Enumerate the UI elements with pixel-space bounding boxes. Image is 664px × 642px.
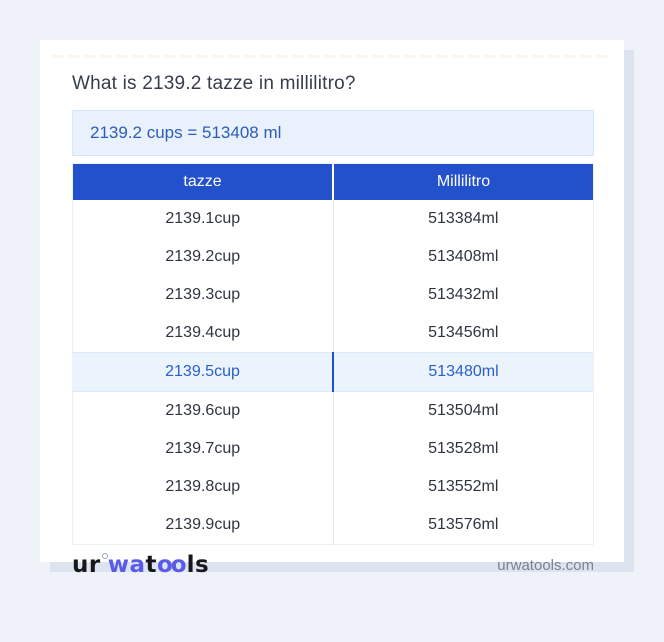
ml-cell: 513576ml — [428, 516, 499, 533]
ml-cell: 513504ml — [428, 402, 499, 419]
card-footer: ur watools urwatools.com — [72, 545, 594, 585]
cup-cell: 2139.2cup — [72, 238, 334, 276]
cup-cell: 2139.9cup — [72, 506, 334, 545]
table-row[interactable]: 2139.3cup 513432ml — [72, 276, 594, 314]
logo-text-oo: oo — [157, 552, 187, 578]
ml-cell: 513384ml — [428, 210, 499, 227]
table-row[interactable]: 2139.1cup 513384ml — [72, 200, 594, 238]
conversion-table: tazze Millilitro 2139.1cup 513384ml 2139.2… — [72, 163, 594, 545]
table-body: 2139.1cup 513384ml 2139.2cup 513408ml 2139.3… — [72, 200, 594, 545]
cup-cell: 2139.1cup — [72, 200, 334, 238]
logo-text-ur: ur — [72, 552, 101, 578]
ml-cell: 513432ml — [428, 286, 499, 303]
table-row[interactable]: 2139.2cup 513408ml — [72, 238, 594, 276]
conversion-result-box: 2139.2 cups = 513408 ml — [72, 110, 594, 156]
logo-text-ls: ls — [186, 552, 210, 578]
table-row[interactable]: 2139.5cup 513480ml — [72, 352, 594, 392]
table-header-row: tazze Millilitro — [72, 163, 594, 200]
ml-cell: 513528ml — [428, 440, 499, 457]
cup-cell: 2139.4cup — [72, 314, 334, 353]
table-row[interactable]: 2139.8cup 513552ml — [72, 468, 594, 506]
decorative-dashed-line — [52, 55, 612, 58]
cup-cell: 2139.5cup — [72, 352, 334, 392]
logo-ring-icon — [101, 553, 108, 559]
table-row[interactable]: 2139.6cup 513504ml — [72, 391, 594, 430]
table-header-tazze: tazze — [72, 163, 334, 200]
cup-cell: 2139.8cup — [72, 468, 334, 506]
conversion-result-text: 2139.2 cups = 513408 ml — [90, 123, 282, 142]
ml-cell: 513456ml — [428, 324, 499, 341]
cup-cell: 2139.3cup — [72, 276, 334, 314]
ml-cell: 513480ml — [333, 352, 594, 392]
ml-cell: 513408ml — [428, 248, 499, 265]
table-row[interactable]: 2139.7cup 513528ml — [72, 430, 594, 468]
page-title: What is 2139.2 tazze in millilitro? — [72, 73, 356, 94]
table-row[interactable]: 2139.4cup 513456ml — [72, 314, 594, 353]
table-header-millilitro: Millilitro — [333, 163, 594, 200]
logo-text-wa: wa — [107, 552, 146, 578]
ml-cell: 513552ml — [428, 478, 499, 495]
cup-cell: 2139.6cup — [72, 391, 334, 430]
converter-card: What is 2139.2 tazze in millilitro? 2139… — [40, 40, 624, 578]
logo-text-t: t — [145, 552, 157, 578]
table-row[interactable]: 2139.9cup 513576ml — [72, 506, 594, 545]
urwatools-logo[interactable]: ur watools — [72, 552, 209, 578]
site-url: urwatools.com — [497, 556, 594, 574]
cup-cell: 2139.7cup — [72, 430, 334, 468]
